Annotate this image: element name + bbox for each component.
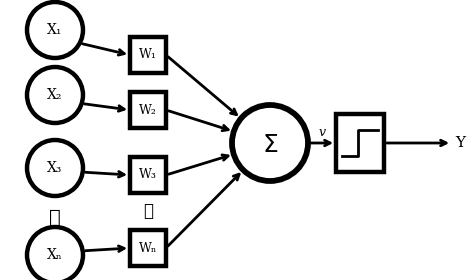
Circle shape xyxy=(27,140,83,196)
Text: W₁: W₁ xyxy=(139,48,157,62)
Text: Xₙ: Xₙ xyxy=(47,248,63,262)
Text: W₂: W₂ xyxy=(139,104,157,116)
FancyBboxPatch shape xyxy=(130,157,166,193)
Circle shape xyxy=(27,227,83,280)
Text: X₃: X₃ xyxy=(47,161,63,175)
FancyBboxPatch shape xyxy=(130,92,166,128)
Text: ⋮: ⋮ xyxy=(143,203,153,220)
Circle shape xyxy=(27,2,83,58)
FancyBboxPatch shape xyxy=(336,114,384,172)
FancyBboxPatch shape xyxy=(130,37,166,73)
Text: ⋯: ⋯ xyxy=(49,209,61,227)
Text: Y: Y xyxy=(455,136,465,150)
Text: $\Sigma$: $\Sigma$ xyxy=(262,134,278,157)
Circle shape xyxy=(232,105,308,181)
Text: W₃: W₃ xyxy=(139,169,157,181)
Text: Wₙ: Wₙ xyxy=(139,241,157,255)
Text: X₂: X₂ xyxy=(47,88,63,102)
Circle shape xyxy=(27,67,83,123)
FancyBboxPatch shape xyxy=(130,230,166,266)
Text: X₁: X₁ xyxy=(47,23,63,37)
Text: v: v xyxy=(319,127,326,139)
